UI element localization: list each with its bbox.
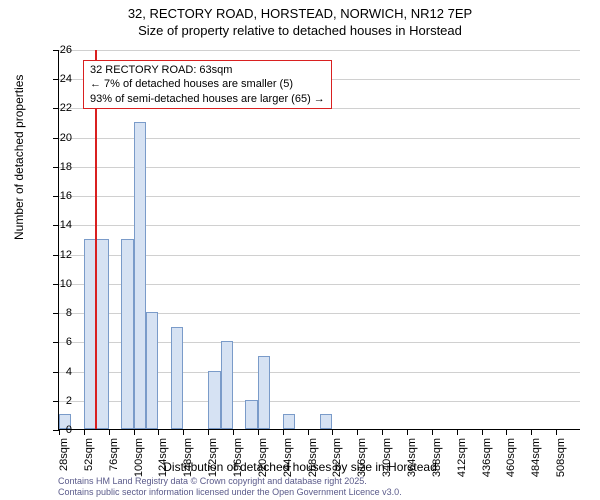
x-tick-label: 28sqm [58, 438, 70, 478]
y-tick-label: 8 [66, 307, 72, 319]
histogram-bar [283, 414, 295, 429]
y-tick-label: 6 [66, 336, 72, 348]
x-tick [308, 429, 309, 435]
x-tick [531, 429, 532, 435]
title-sub: Size of property relative to detached ho… [0, 21, 600, 38]
x-tick [432, 429, 433, 435]
x-tick [283, 429, 284, 435]
y-tick [53, 372, 59, 373]
y-tick-label: 0 [66, 424, 72, 436]
annotation-line: ← 7% of detached houses are smaller (5) [90, 77, 325, 91]
x-tick-label: 124sqm [157, 438, 169, 478]
y-tick [53, 167, 59, 168]
histogram-bar [146, 312, 158, 429]
y-tick [53, 342, 59, 343]
y-tick [53, 401, 59, 402]
x-tick-label: 52sqm [83, 438, 95, 478]
x-tick [109, 429, 110, 435]
y-tick-label: 24 [60, 73, 72, 85]
y-tick [53, 313, 59, 314]
x-tick-label: 76sqm [108, 438, 120, 478]
x-tick [158, 429, 159, 435]
y-tick [53, 284, 59, 285]
x-tick-label: 268sqm [307, 438, 319, 478]
histogram-bar [258, 356, 270, 429]
y-tick-label: 14 [60, 219, 72, 231]
x-tick-label: 484sqm [530, 438, 542, 478]
histogram-bar [208, 371, 220, 429]
x-tick [233, 429, 234, 435]
histogram-bar [221, 341, 233, 429]
y-tick [53, 138, 59, 139]
x-tick [134, 429, 135, 435]
gridline [59, 50, 580, 51]
x-tick-label: 412sqm [456, 438, 468, 478]
x-tick-label: 508sqm [555, 438, 567, 478]
y-tick-label: 2 [66, 395, 72, 407]
x-tick-label: 196sqm [232, 438, 244, 478]
histogram-bar [121, 239, 133, 429]
plot-area: 32 RECTORY ROAD: 63sqm← 7% of detached h… [58, 50, 580, 430]
x-tick-label: 436sqm [481, 438, 493, 478]
x-tick [556, 429, 557, 435]
y-tick-label: 26 [60, 44, 72, 56]
histogram-bar [320, 414, 332, 429]
x-tick-label: 460sqm [505, 438, 517, 478]
annotation-box: 32 RECTORY ROAD: 63sqm← 7% of detached h… [83, 60, 332, 109]
x-tick [357, 429, 358, 435]
x-tick-label: 220sqm [257, 438, 269, 478]
x-tick-label: 292sqm [331, 438, 343, 478]
y-tick [53, 255, 59, 256]
y-tick [53, 196, 59, 197]
histogram-bar [96, 239, 108, 429]
x-tick-label: 100sqm [133, 438, 145, 478]
x-tick [506, 429, 507, 435]
y-tick-label: 22 [60, 102, 72, 114]
x-tick-label: 244sqm [282, 438, 294, 478]
x-tick-label: 148sqm [182, 438, 194, 478]
x-tick-label: 388sqm [431, 438, 443, 478]
x-tick-label: 340sqm [381, 438, 393, 478]
y-tick-label: 10 [60, 278, 72, 290]
x-tick [457, 429, 458, 435]
y-tick [53, 225, 59, 226]
y-tick-label: 12 [60, 249, 72, 261]
annotation-line: 93% of semi-detached houses are larger (… [90, 92, 325, 106]
histogram-bar [171, 327, 183, 429]
y-tick-label: 16 [60, 190, 72, 202]
y-tick-label: 20 [60, 132, 72, 144]
x-tick-label: 316sqm [356, 438, 368, 478]
x-tick-label: 172sqm [207, 438, 219, 478]
y-tick [53, 108, 59, 109]
x-tick [407, 429, 408, 435]
y-axis-label: Number of detached properties [12, 75, 26, 240]
x-tick [208, 429, 209, 435]
title-main: 32, RECTORY ROAD, HORSTEAD, NORWICH, NR1… [0, 0, 600, 21]
y-tick-label: 4 [66, 366, 72, 378]
histogram-bar [134, 122, 146, 429]
annotation-line: 32 RECTORY ROAD: 63sqm [90, 63, 325, 77]
x-tick [59, 429, 60, 435]
x-tick [332, 429, 333, 435]
x-tick [482, 429, 483, 435]
x-tick [382, 429, 383, 435]
footer-line2: Contains public sector information licen… [58, 487, 402, 498]
x-tick [258, 429, 259, 435]
footer: Contains HM Land Registry data © Crown c… [58, 476, 402, 498]
histogram-bar [245, 400, 257, 429]
x-tick [84, 429, 85, 435]
y-tick [53, 50, 59, 51]
y-tick-label: 18 [60, 161, 72, 173]
x-tick-label: 364sqm [406, 438, 418, 478]
chart-container: 32, RECTORY ROAD, HORSTEAD, NORWICH, NR1… [0, 0, 600, 500]
y-tick [53, 79, 59, 80]
x-tick [183, 429, 184, 435]
footer-line1: Contains HM Land Registry data © Crown c… [58, 476, 402, 487]
